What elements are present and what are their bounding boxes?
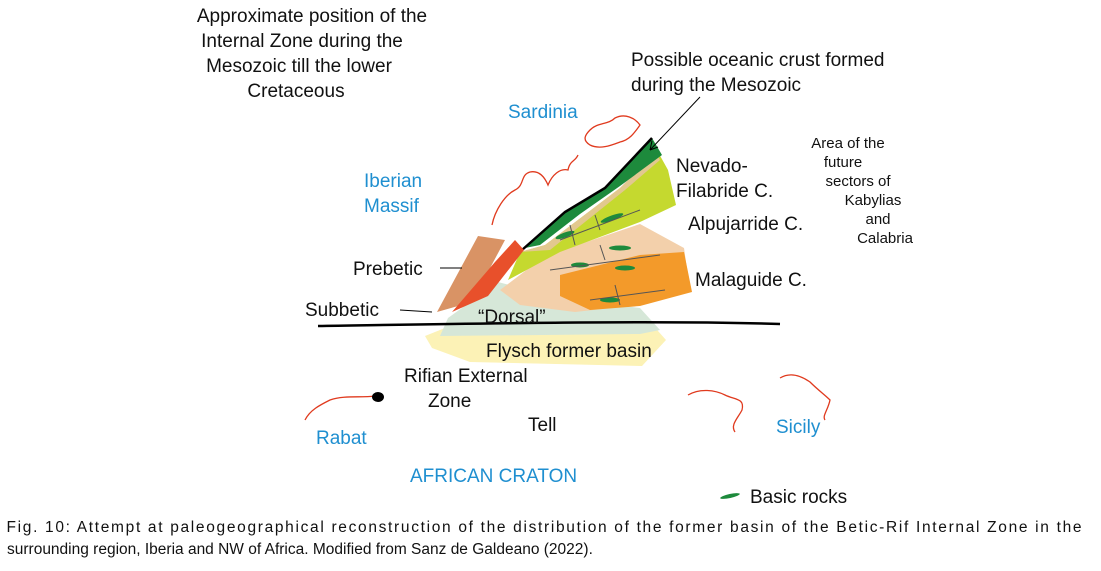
label: Kabylias [845, 192, 902, 209]
label: Massif [364, 196, 420, 217]
label: “Dorsal” [478, 307, 546, 328]
malaguide-unit [560, 252, 692, 310]
arrows [399, 96, 701, 313]
legend-label: Basic rocks [750, 487, 847, 508]
basic-rocks [555, 213, 740, 499]
label: Cretaceous [247, 81, 344, 102]
label: sectors of [825, 173, 891, 190]
label: during the Mesozoic [631, 75, 801, 96]
label: Iberian [364, 171, 422, 192]
label: Internal Zone during the [201, 31, 403, 52]
coastlines [304, 115, 831, 433]
label: Calabria [857, 230, 914, 247]
label: and [865, 211, 890, 228]
label: Nevado- [676, 156, 748, 177]
label: Tell [528, 415, 557, 436]
label: AFRICAN CRATON [410, 466, 577, 487]
label: Sardinia [508, 102, 578, 123]
label: Rabat [316, 428, 367, 449]
label: Prebetic [353, 259, 423, 280]
label: Sicily [776, 417, 821, 438]
boundary-line [317, 321, 781, 328]
label: Zone [428, 391, 471, 412]
label: Approximate position of the [197, 6, 427, 27]
prebetic-unit [437, 236, 505, 312]
label: Possible oceanic crust formed [631, 50, 884, 71]
subbetic-unit [452, 240, 524, 312]
caption: surrounding region, Iberia and NW of Afr… [7, 541, 593, 558]
label: Rifian External [404, 366, 528, 387]
label: future [824, 154, 862, 171]
rabat-dot [372, 392, 384, 402]
label: Alpujarride C. [688, 214, 803, 235]
label: Subbetic [305, 300, 379, 321]
label: Filabride C. [676, 181, 773, 202]
label: Malaguide C. [695, 270, 807, 291]
label: Area of the [811, 135, 884, 152]
label: Flysch former basin [486, 341, 652, 362]
crust-boundary [521, 137, 653, 251]
caption: Fig. 10: Attempt at paleogeographical re… [7, 519, 1082, 536]
label: Mesozoic till the lower [206, 56, 393, 77]
faults [549, 209, 666, 306]
